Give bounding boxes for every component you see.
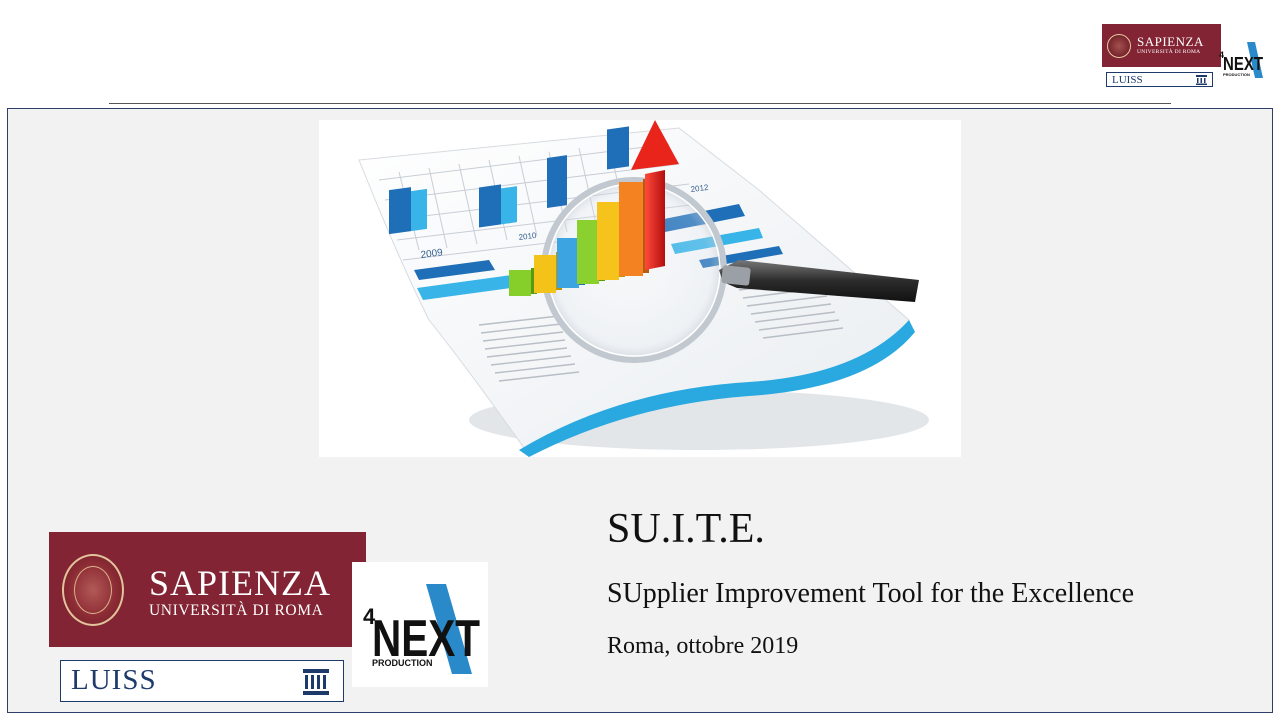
- luiss-logo-small: LUISS: [1106, 72, 1213, 87]
- sapienza-logo-small: SAPIENZA UNIVERSITÀ DI ROMA: [1102, 24, 1221, 67]
- next-word: NEXT: [372, 610, 480, 668]
- luiss-word: LUISS: [71, 664, 157, 696]
- next-production-mark: 4 NEXT PRODUCTION: [363, 584, 480, 674]
- next-number-small: 4: [1219, 50, 1224, 60]
- sapienza-seal-icon: [1107, 33, 1131, 58]
- luiss-logo: LUISS: [60, 660, 344, 702]
- sapienza-logo: SAPIENZA UNIVERSITÀ DI ROMA: [49, 532, 366, 647]
- luiss-word-small: LUISS: [1112, 73, 1143, 86]
- slide-title: SU.I.T.E.: [607, 506, 765, 552]
- report-magnifier-illustration: 2009 2010 2012: [358, 120, 929, 457]
- sapienza-name: SAPIENZA: [149, 563, 332, 603]
- column-icon: [1196, 74, 1207, 85]
- next-subtitle: PRODUCTION: [372, 658, 433, 668]
- sapienza-name-small: SAPIENZA: [1137, 34, 1204, 50]
- year-label: 2009: [420, 247, 444, 261]
- column-icon: [303, 669, 329, 695]
- sapienza-subtitle: UNIVERSITÀ DI ROMA: [149, 602, 324, 619]
- year-label: 2012: [690, 183, 709, 194]
- next-production-logo-small: 4 NEXT PRODUCTION: [1219, 42, 1263, 78]
- next-word-small: NEXT: [1223, 54, 1263, 74]
- slide-subtitle: SUpplier Improvement Tool for the Excell…: [607, 578, 1135, 609]
- next-number: 4: [363, 604, 376, 629]
- year-label: 2010: [518, 231, 537, 242]
- slide-date: Roma, ottobre 2019: [607, 633, 799, 659]
- hero-illustration: 2009 2010 2012: [319, 120, 961, 457]
- sapienza-seal-icon: [62, 554, 124, 626]
- next-production-logo: 4 NEXT PRODUCTION: [352, 562, 488, 687]
- header-divider: [109, 103, 1171, 104]
- sapienza-sub-small: UNIVERSITÀ DI ROMA: [1137, 49, 1201, 56]
- next-sub-small: PRODUCTION: [1223, 72, 1250, 77]
